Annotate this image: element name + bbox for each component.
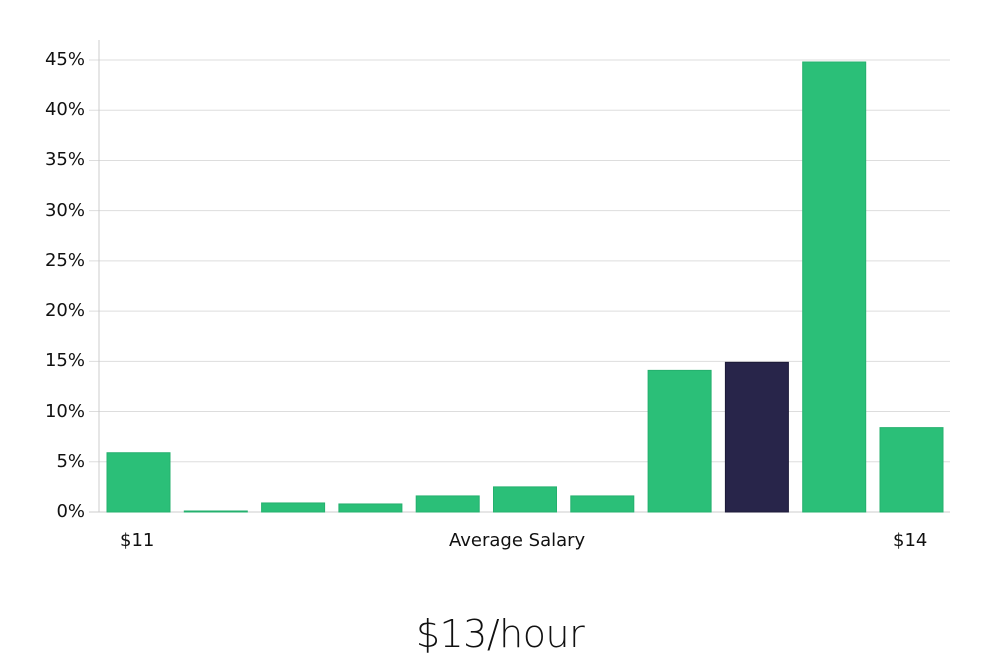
y-tick-label: 45%	[44, 49, 85, 70]
y-tick-label: 0%	[56, 501, 85, 522]
average-salary-value: $13/hour	[415, 612, 585, 656]
y-tick-label: 10%	[44, 400, 85, 422]
bar-highlighted	[724, 361, 789, 513]
bar	[493, 486, 557, 513]
y-tick-label: 40%	[44, 99, 85, 121]
bar	[802, 61, 867, 513]
y-tick-label: 20%	[44, 300, 85, 322]
y-tick-label: 30%	[44, 199, 85, 221]
y-tick-label: 35%	[44, 149, 85, 171]
y-tick-label: 5%	[56, 450, 85, 472]
bar	[106, 452, 171, 513]
bar	[261, 502, 326, 513]
bar	[647, 369, 712, 513]
x-label-max: $14	[893, 530, 928, 551]
x-label-min: $11	[120, 530, 155, 551]
bar	[879, 427, 944, 513]
bar	[183, 510, 248, 513]
y-tick-label: 25%	[44, 249, 85, 271]
bar	[570, 495, 635, 513]
y-tick-label: 15%	[44, 350, 85, 372]
x-axis-title: Average Salary	[449, 530, 586, 551]
bar	[338, 503, 403, 513]
bar	[415, 495, 480, 513]
